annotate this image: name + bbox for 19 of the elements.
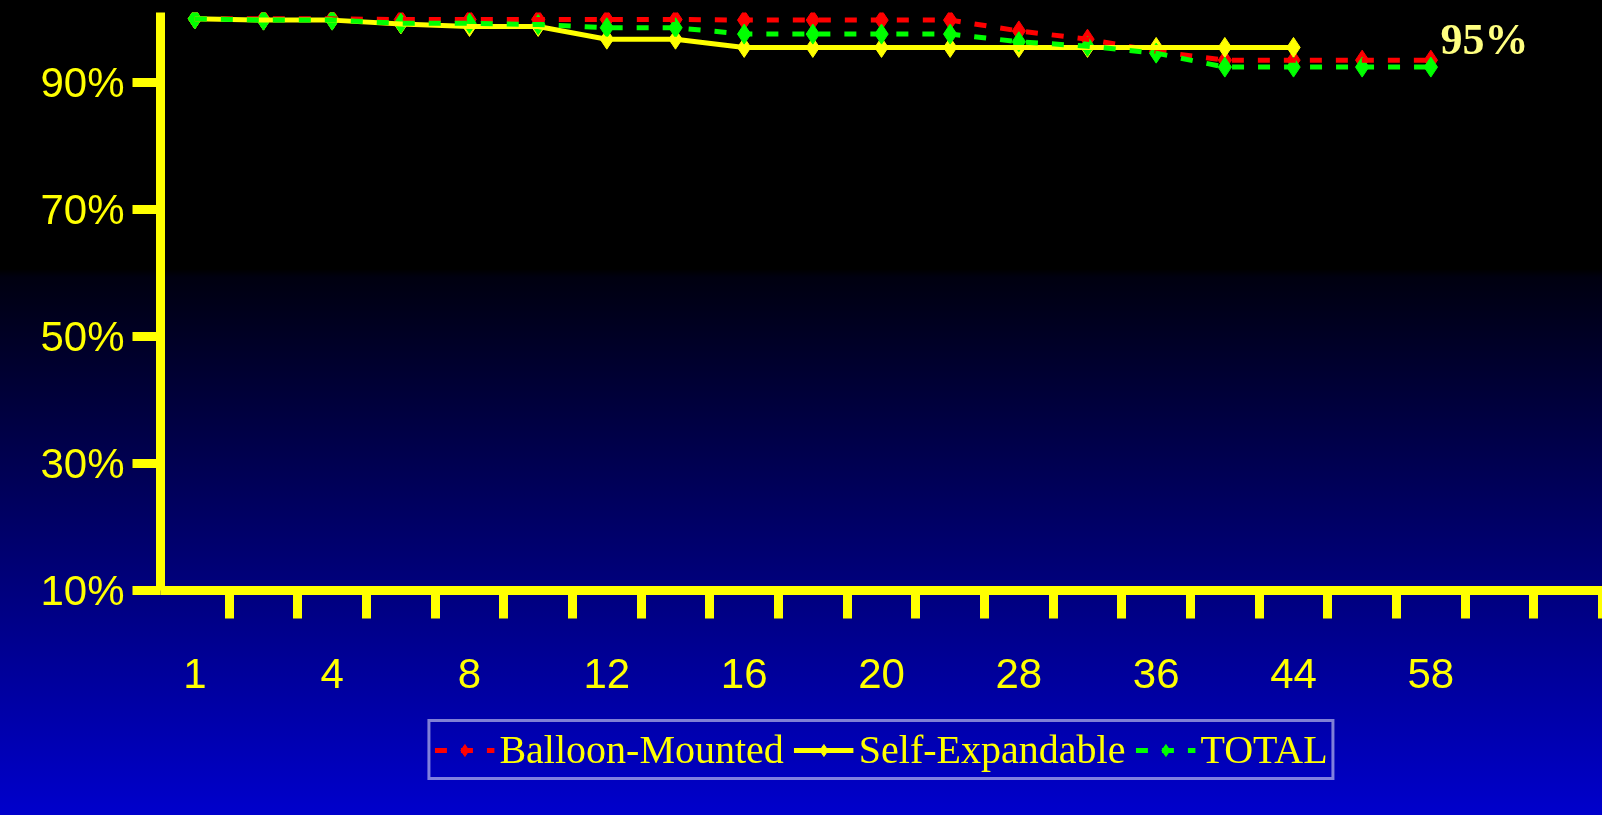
x-tick-label: 20 xyxy=(858,649,905,697)
y-tick-label: 50% xyxy=(40,312,125,360)
y-tick-label: 10% xyxy=(40,567,125,614)
x-tick-label: 36 xyxy=(1132,649,1180,697)
y-tick-label: 70% xyxy=(40,185,125,233)
annotation: 95% xyxy=(1440,14,1529,64)
y-tick-label: 30% xyxy=(40,439,125,487)
x-tick-label: 1 xyxy=(183,649,207,697)
legend-label: Balloon-Mounted xyxy=(499,726,784,773)
x-tick-label: 28 xyxy=(995,649,1043,697)
x-tick-label: 44 xyxy=(1270,649,1317,697)
y-tick-label: 90% xyxy=(40,58,125,106)
x-tick-label: 4 xyxy=(320,649,344,697)
x-tick-label: 8 xyxy=(457,649,482,697)
x-tick-label: 12 xyxy=(583,649,631,697)
legend-label: TOTAL xyxy=(1200,726,1328,773)
x-tick-label: 16 xyxy=(720,649,768,697)
legend-label: Self-Expandable xyxy=(858,726,1126,773)
x-tick-label: 58 xyxy=(1407,649,1455,697)
